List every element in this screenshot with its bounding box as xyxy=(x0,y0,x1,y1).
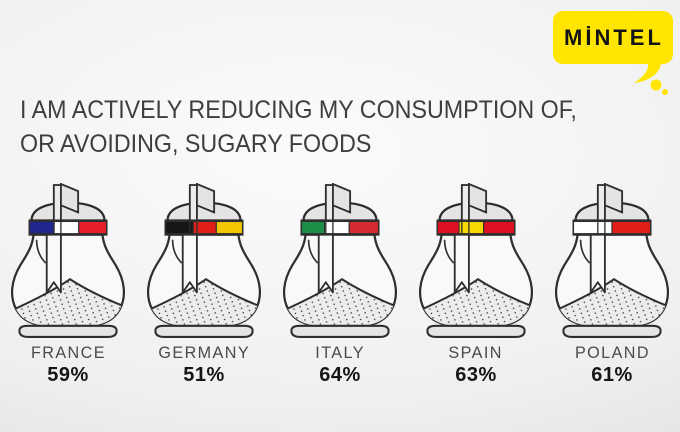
headline-line2: OR AVOIDING, SUGARY FOODS xyxy=(20,130,372,158)
mintel-logo-bubble: MİNTEL xyxy=(553,11,673,64)
country-item-spain: SPAIN 63% xyxy=(408,183,544,387)
country-percent: 63% xyxy=(455,364,497,386)
sugar-dispenser-icon-italy xyxy=(282,183,398,338)
country-item-italy: ITALY 64% xyxy=(272,183,408,387)
country-item-poland: POLAND 61% xyxy=(544,183,680,387)
country-label: ITALY xyxy=(315,343,365,362)
country-label: GERMANY xyxy=(158,343,250,362)
mintel-logo-text: MİNTEL xyxy=(564,24,664,50)
country-dispenser-row: FRANCE 59% GERMANY 51% ITALY 64% SPAIN 63% POLAN… xyxy=(0,183,680,387)
country-percent: 51% xyxy=(183,364,225,386)
sugar-dispenser-icon-spain xyxy=(418,183,534,338)
country-label: FRANCE xyxy=(30,343,106,362)
country-label: SPAIN xyxy=(448,343,504,362)
country-label: POLAND xyxy=(574,343,650,362)
sugar-dispenser-icon-france xyxy=(10,183,126,338)
country-item-germany: GERMANY 51% xyxy=(136,183,272,387)
country-item-france: FRANCE 59% xyxy=(0,183,136,387)
mintel-logo: MİNTEL xyxy=(553,11,678,96)
country-percent: 64% xyxy=(319,364,361,386)
headline: I AM ACTIVELY REDUCING MY CONSUMPTION OF… xyxy=(20,93,577,161)
speech-bubble-tail-icon xyxy=(634,63,668,95)
country-percent: 59% xyxy=(47,364,89,386)
sugar-dispenser-icon-poland xyxy=(554,183,670,338)
country-percent: 61% xyxy=(591,364,633,386)
headline-line1: I AM ACTIVELY REDUCING MY CONSUMPTION OF… xyxy=(20,96,577,124)
sugar-dispenser-icon-germany xyxy=(146,183,262,338)
